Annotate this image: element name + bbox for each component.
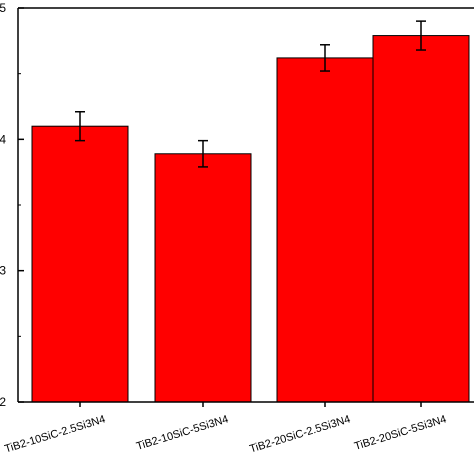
x-category-label: TiB2-10SiC-2.5Si3N4 [3,413,107,455]
y-tick-label: 5 [0,1,6,15]
y-tick-label: 3 [0,264,6,278]
x-category-label: TiB2-20SiC-2.5Si3N4 [248,413,352,455]
y-tick-label: 4 [0,132,6,146]
y-tick-label: 2 [0,395,6,409]
bar [31,125,129,403]
x-category-label: TiB2-10SiC-5Si3N4 [135,413,230,452]
x-category-label: TiB2-20SiC-5Si3N4 [353,413,448,452]
bar [276,57,374,403]
bar [154,153,252,403]
bar [372,35,470,403]
